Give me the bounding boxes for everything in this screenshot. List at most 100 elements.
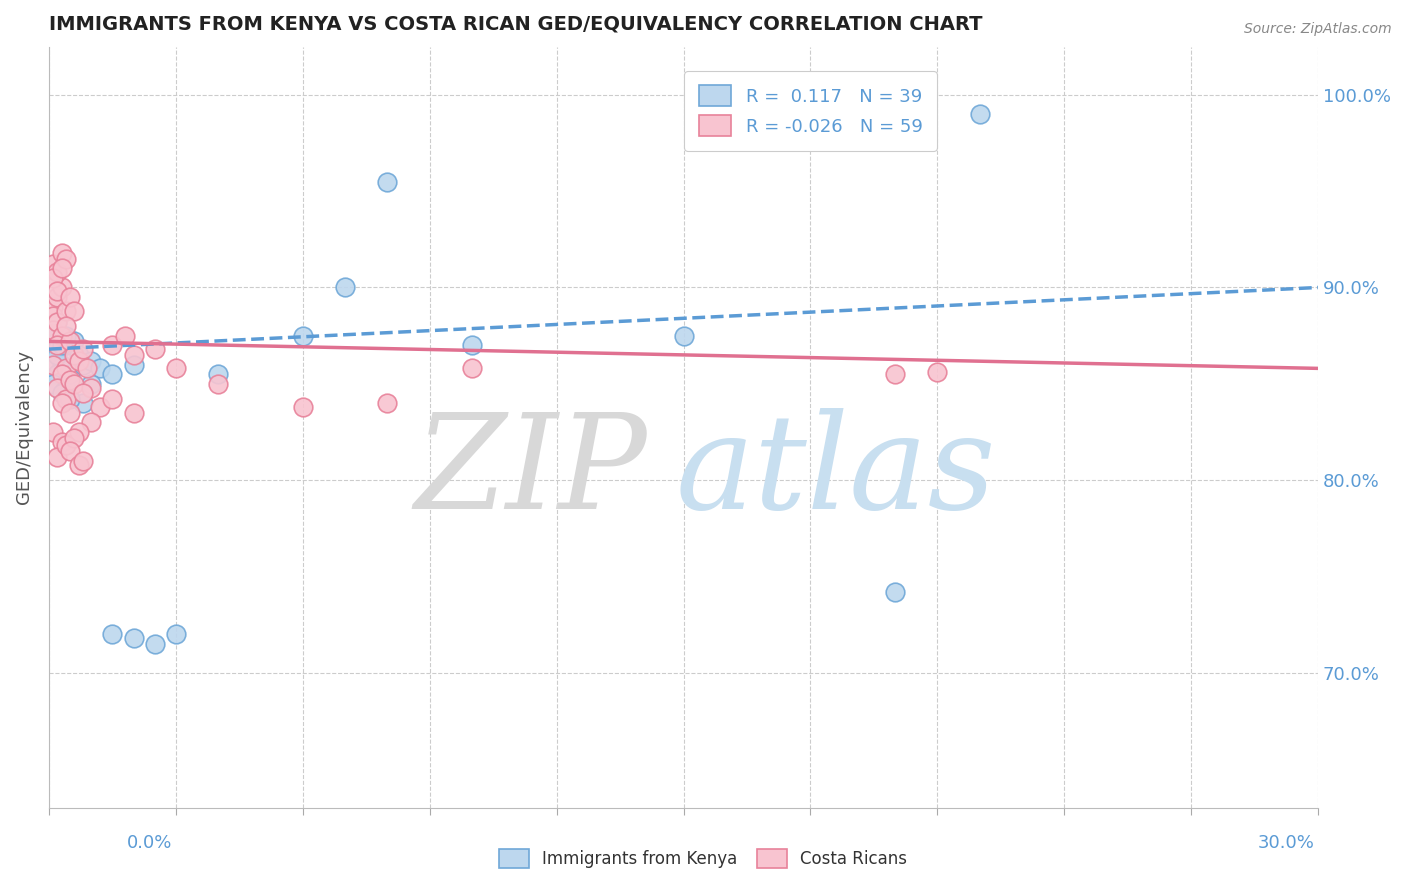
Point	[377, 396, 399, 410]
Point	[884, 367, 907, 381]
Point	[46, 450, 69, 464]
Point	[55, 318, 77, 333]
Point	[51, 434, 73, 449]
Point	[72, 386, 94, 401]
Point	[67, 353, 90, 368]
Text: IMMIGRANTS FROM KENYA VS COSTA RICAN GED/EQUIVALENCY CORRELATION CHART: IMMIGRANTS FROM KENYA VS COSTA RICAN GED…	[49, 15, 983, 34]
Point	[46, 290, 69, 304]
Point	[59, 444, 82, 458]
Point	[884, 585, 907, 599]
Point	[55, 303, 77, 318]
Text: atlas: atlas	[676, 409, 995, 537]
Point	[80, 381, 103, 395]
Point	[333, 280, 356, 294]
Point	[51, 245, 73, 260]
Point	[46, 338, 69, 352]
Point	[59, 373, 82, 387]
Point	[143, 637, 166, 651]
Point	[55, 338, 77, 352]
Point	[80, 415, 103, 429]
Point	[122, 348, 145, 362]
Point	[165, 361, 187, 376]
Point	[76, 361, 98, 376]
Point	[207, 376, 229, 391]
Point	[42, 310, 65, 324]
Point	[46, 348, 69, 362]
Point	[67, 458, 90, 472]
Point	[51, 280, 73, 294]
Point	[377, 174, 399, 188]
Point	[46, 265, 69, 279]
Point	[63, 376, 86, 391]
Point	[122, 358, 145, 372]
Point	[101, 627, 124, 641]
Point	[46, 367, 69, 381]
Point	[46, 381, 69, 395]
Point	[46, 315, 69, 329]
Point	[42, 376, 65, 391]
Point	[72, 396, 94, 410]
Legend: R =  0.117   N = 39, R = -0.026   N = 59: R = 0.117 N = 39, R = -0.026 N = 59	[685, 70, 936, 151]
Point	[51, 396, 73, 410]
Point	[55, 438, 77, 452]
Point	[51, 261, 73, 276]
Point	[51, 367, 73, 381]
Point	[291, 328, 314, 343]
Point	[969, 107, 991, 121]
Point	[63, 348, 86, 362]
Point	[672, 328, 695, 343]
Point	[59, 367, 82, 381]
Point	[55, 361, 77, 376]
Point	[59, 361, 82, 376]
Point	[42, 353, 65, 368]
Point	[63, 303, 86, 318]
Point	[72, 454, 94, 468]
Point	[67, 348, 90, 362]
Point	[101, 367, 124, 381]
Point	[461, 338, 484, 352]
Point	[51, 358, 73, 372]
Point	[51, 338, 73, 352]
Point	[46, 285, 69, 299]
Point	[42, 425, 65, 439]
Point	[55, 392, 77, 407]
Point	[165, 627, 187, 641]
Point	[59, 406, 82, 420]
Point	[42, 328, 65, 343]
Point	[55, 381, 77, 395]
Point	[59, 334, 82, 349]
Point	[207, 367, 229, 381]
Point	[55, 328, 77, 343]
Point	[42, 323, 65, 337]
Point	[89, 361, 111, 376]
Point	[67, 425, 90, 439]
Point	[122, 631, 145, 645]
Point	[927, 365, 949, 379]
Point	[291, 400, 314, 414]
Point	[46, 342, 69, 356]
Point	[72, 358, 94, 372]
Legend: Immigrants from Kenya, Costa Ricans: Immigrants from Kenya, Costa Ricans	[492, 842, 914, 875]
Point	[101, 338, 124, 352]
Point	[63, 431, 86, 445]
Point	[101, 392, 124, 407]
Point	[72, 342, 94, 356]
Point	[51, 386, 73, 401]
Point	[59, 392, 82, 407]
Point	[80, 376, 103, 391]
Point	[42, 257, 65, 271]
Point	[42, 318, 65, 333]
Point	[55, 252, 77, 266]
Point	[59, 290, 82, 304]
Point	[63, 334, 86, 349]
Point	[42, 358, 65, 372]
Point	[42, 300, 65, 314]
Text: 0.0%: 0.0%	[127, 834, 172, 852]
Point	[89, 400, 111, 414]
Point	[42, 270, 65, 285]
Point	[51, 328, 73, 343]
Text: ZIP: ZIP	[415, 409, 648, 537]
Point	[80, 353, 103, 368]
Point	[143, 342, 166, 356]
Point	[51, 334, 73, 349]
